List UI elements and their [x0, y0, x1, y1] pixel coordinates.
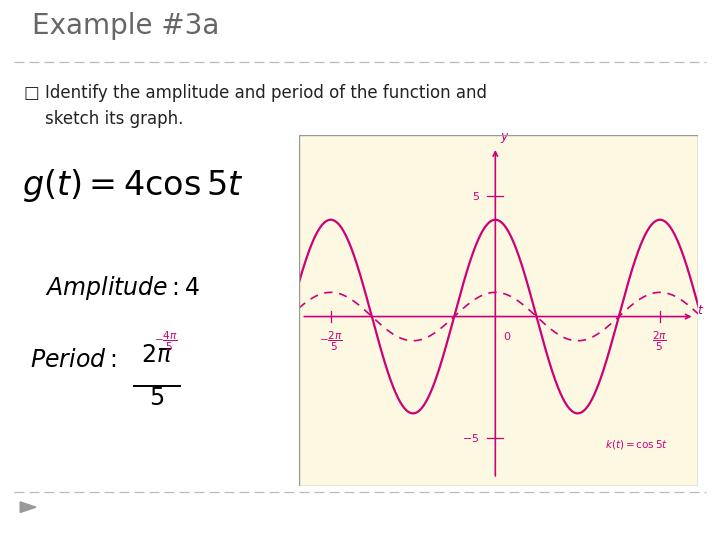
Text: $2\pi$: $2\pi$: [141, 343, 173, 367]
Text: $0$: $0$: [503, 330, 511, 342]
Text: $-\dfrac{2\pi}{5}$: $-\dfrac{2\pi}{5}$: [319, 330, 343, 353]
Text: $5$: $5$: [149, 387, 165, 410]
Text: $\dfrac{2\pi}{5}$: $\dfrac{2\pi}{5}$: [652, 330, 667, 353]
Text: $\mathit{Period}:$: $\mathit{Period}:$: [30, 348, 117, 372]
Text: $-\dfrac{4\pi}{5}$: $-\dfrac{4\pi}{5}$: [154, 330, 178, 353]
Text: $5$: $5$: [472, 190, 480, 201]
Text: □ Identify the amplitude and period of the function and
    sketch its graph.: □ Identify the amplitude and period of t…: [24, 84, 487, 128]
Text: $y$: $y$: [500, 131, 510, 145]
Text: $k(t) = \cos 5t$: $k(t) = \cos 5t$: [606, 438, 668, 451]
Text: $g(t) = 4\cos 5t$: $g(t) = 4\cos 5t$: [0, 539, 1, 540]
Text: $-5$: $-5$: [462, 431, 480, 443]
Text: $g(t) = 4\cos 5t$: $g(t) = 4\cos 5t$: [22, 167, 243, 204]
Text: $\mathit{Amplitude}: 4$: $\mathit{Amplitude}: 4$: [45, 274, 199, 302]
Text: Example #3a: Example #3a: [32, 12, 220, 40]
Text: $t$: $t$: [697, 304, 704, 317]
Polygon shape: [20, 502, 36, 512]
